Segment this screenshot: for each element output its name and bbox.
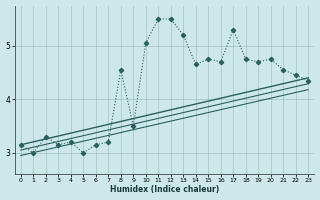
X-axis label: Humidex (Indice chaleur): Humidex (Indice chaleur)	[110, 185, 219, 194]
